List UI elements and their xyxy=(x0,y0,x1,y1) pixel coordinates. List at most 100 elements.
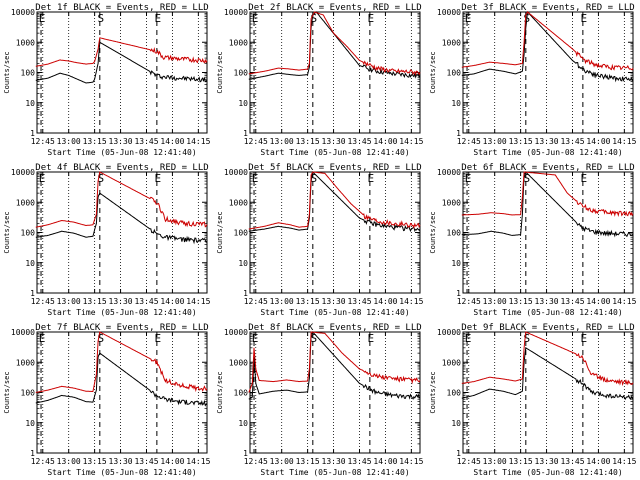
panel-2-xtick-label-4: 13:45 xyxy=(347,137,371,146)
panel-1-xtick-label-5: 14:00 xyxy=(160,137,184,146)
panel-3-xtick-label-0: 12:45 xyxy=(457,137,481,146)
panel-1-marker-label-0: E xyxy=(39,12,46,25)
panel-7-xtick-label-1: 13:00 xyxy=(57,457,81,466)
panel-4-series-lld xyxy=(35,171,208,228)
panel-9-xtick-label-5: 14:00 xyxy=(586,457,610,466)
panel-6-ytick-label-3: 1000 xyxy=(442,198,461,207)
panel-7-ytick-label-0: 1 xyxy=(30,449,35,458)
panel-9-ytick-label-1: 10 xyxy=(451,419,461,428)
panel-6-xtick-label-5: 14:00 xyxy=(586,297,610,306)
panel-3-marker-label-2: E xyxy=(581,12,588,25)
panel-2-xtick-label-3: 13:30 xyxy=(322,137,346,146)
panel-5-frame xyxy=(249,171,421,294)
panel-1-marker-label-2: E xyxy=(155,12,162,25)
panel-9-ylabel: Counts/sec xyxy=(429,371,437,413)
panel-6-marker-label-0: E xyxy=(465,172,472,185)
panel-7-xtick-label-4: 13:45 xyxy=(134,457,158,466)
panel-2-xtick-label-6: 14:15 xyxy=(399,137,423,146)
panel-5-xtick-label-3: 13:30 xyxy=(322,297,346,306)
panel-2-series-lld xyxy=(248,11,421,76)
panel-4-ylabel: Counts/sec xyxy=(3,211,11,253)
panel-1-marker-label-1: S xyxy=(98,12,105,25)
panel-3-frame xyxy=(462,11,634,134)
panel-2-xtick-label-5: 14:00 xyxy=(373,137,397,146)
panel-2-xtick-label-2: 13:15 xyxy=(296,137,320,146)
panel-7-series-lld xyxy=(35,331,208,393)
panel-8-xtick-label-2: 13:15 xyxy=(296,457,320,466)
panel-4-frame xyxy=(36,171,208,294)
panel-8-xtick-label-0: 12:45 xyxy=(244,457,268,466)
panel-5-marker-label-2: E xyxy=(368,172,375,185)
panel-4-xtick-label-0: 12:45 xyxy=(31,297,55,306)
panel-5-xtick-label-4: 13:45 xyxy=(347,297,371,306)
panel-5-series-lld xyxy=(248,171,421,230)
panel-2-title: Det 2f BLACK = Events, RED = LLD xyxy=(248,3,421,13)
panel-9-series-lld xyxy=(461,331,634,387)
panel-4-marker-label-2: E xyxy=(155,172,162,185)
panel-3-xtick-label-3: 13:30 xyxy=(535,137,559,146)
panel-8-xlabel: Start Time (05-Jun-08 12:41:40) xyxy=(260,468,409,477)
panel-8-ytick-label-2: 100 xyxy=(234,389,249,398)
panel-4-xtick-label-4: 13:45 xyxy=(134,297,158,306)
panel-8-xtick-label-1: 13:00 xyxy=(270,457,294,466)
panel-3-xtick-label-5: 14:00 xyxy=(586,137,610,146)
panel-2-marker-label-2: E xyxy=(368,12,375,25)
panel-1-ytick-label-4: 10000 xyxy=(11,8,35,17)
panel-2-marker-label-1: S xyxy=(311,12,318,25)
panel-6-series-lld xyxy=(461,171,634,218)
panel-7-xtick-label-6: 14:15 xyxy=(186,457,210,466)
panel-4-ytick-label-1: 10 xyxy=(25,259,35,268)
panel-8-marker-label-1: S xyxy=(311,332,318,345)
panel-1-ytick-label-3: 1000 xyxy=(16,38,35,47)
panel-5-ytick-label-2: 100 xyxy=(234,229,249,238)
panel-4-xtick-label-3: 13:30 xyxy=(109,297,133,306)
panel-3-ytick-label-2: 100 xyxy=(447,69,462,78)
panel-3-ytick-label-3: 1000 xyxy=(442,38,461,47)
panel-6-ytick-label-4: 10000 xyxy=(437,168,461,177)
panel-3-ylabel: Counts/sec xyxy=(429,51,437,93)
panel-4-xlabel: Start Time (05-Jun-08 12:41:40) xyxy=(47,308,196,317)
panel-8-frame xyxy=(249,331,421,454)
panel-1-ytick-label-2: 100 xyxy=(21,69,36,78)
panel-8-ytick-label-4: 10000 xyxy=(224,328,248,337)
panel-6-title: Det 6f BLACK = Events, RED = LLD xyxy=(461,163,634,173)
panel-4-ytick-label-3: 1000 xyxy=(16,198,35,207)
panel-8-ytick-label-1: 10 xyxy=(238,419,248,428)
panel-7-xtick-label-3: 13:30 xyxy=(109,457,133,466)
panel-7-ytick-label-2: 100 xyxy=(21,389,36,398)
panel-1-ytick-label-1: 10 xyxy=(25,99,35,108)
panel-3-ytick-label-1: 10 xyxy=(451,99,461,108)
panel-6-marker-label-2: E xyxy=(581,172,588,185)
panel-8-ylabel: Counts/sec xyxy=(216,371,224,413)
panel-8-xtick-label-4: 13:45 xyxy=(347,457,371,466)
panel-6-xtick-label-2: 13:15 xyxy=(509,297,533,306)
panel-8-title: Det 8f BLACK = Events, RED = LLD xyxy=(248,323,421,333)
panel-4: Det 4f BLACK = Events, RED = LLD Counts/s… xyxy=(3,163,211,317)
panel-7-xlabel: Start Time (05-Jun-08 12:41:40) xyxy=(47,468,196,477)
panel-7-ytick-label-3: 1000 xyxy=(16,358,35,367)
panel-7-ylabel: Counts/sec xyxy=(3,371,11,413)
panel-2-ytick-label-0: 1 xyxy=(243,129,248,138)
panel-9: Det 9f BLACK = Events, RED = LLD Counts/s… xyxy=(429,323,637,477)
panel-1-frame xyxy=(36,11,208,134)
panel-4-series-events xyxy=(35,192,208,245)
panel-1-xtick-label-3: 13:30 xyxy=(109,137,133,146)
panel-9-ytick-label-2: 100 xyxy=(447,389,462,398)
panel-2-ylabel: Counts/sec xyxy=(216,51,224,93)
panel-2: Det 2f BLACK = Events, RED = LLD Counts/s… xyxy=(216,3,424,157)
panel-6-marker-label-1: S xyxy=(524,172,531,185)
panel-6-series-events xyxy=(461,171,634,238)
panel-5-xtick-label-5: 14:00 xyxy=(373,297,397,306)
panel-9-xtick-label-3: 13:30 xyxy=(535,457,559,466)
panel-3-marker-label-0: E xyxy=(465,12,472,25)
panel-5-ytick-label-4: 10000 xyxy=(224,168,248,177)
panel-4-ytick-label-0: 1 xyxy=(30,289,35,298)
panel-7-title: Det 7f BLACK = Events, RED = LLD xyxy=(35,323,208,333)
panel-7-xtick-label-5: 14:00 xyxy=(160,457,184,466)
panel-4-xtick-label-1: 13:00 xyxy=(57,297,81,306)
panel-6-xtick-label-1: 13:00 xyxy=(483,297,507,306)
panel-7: Det 7f BLACK = Events, RED = LLD Counts/s… xyxy=(3,323,211,477)
panel-1-ytick-label-0: 1 xyxy=(30,129,35,138)
panel-5-ytick-label-0: 1 xyxy=(243,289,248,298)
panel-9-marker-label-1: S xyxy=(524,332,531,345)
